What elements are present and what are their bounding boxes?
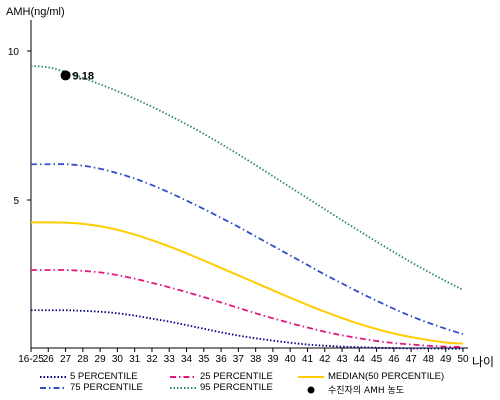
x-tick-label: 30 [112,354,124,365]
x-tick-label: 35 [198,354,210,365]
legend-label: 5 PERCENTILE [70,371,138,382]
x-tick-label: 43 [336,354,348,365]
series-line-5-percentile [31,309,464,350]
legend-item-95-percentile: 95 PERCENTILE [170,382,273,393]
x-tick-label: 34 [181,354,193,365]
x-tick-label: 38 [250,354,262,365]
series-line-25-percentile [30,269,464,348]
x-tick-label: 42 [319,354,331,365]
x-tick-label: 39 [267,354,279,365]
x-tick-label: 32 [146,354,158,365]
x-tick-label: 41 [302,354,314,365]
legend-label: MEDIAN(50 PERCENTILE) [328,371,445,382]
legend-item-median: MEDIAN(50 PERCENTILE) [298,371,444,382]
series-line-95-percentile [30,65,464,291]
patient-amh-value-label: 9.18 [73,70,94,82]
legend-item-patient-amh: 수진자의 AMH 농도 [298,383,404,396]
x-tick-label: 27 [60,354,72,365]
x-tick-label: 33 [164,354,176,365]
x-axis-label: 나이 [472,355,494,369]
legend-label: 75 PERCENTILE [70,382,143,393]
legend-item-5-percentile: 5 PERCENTILE [40,371,138,382]
x-tick-label: 44 [354,354,366,365]
patient-amh-point [60,70,71,81]
series-line-75-percentile [31,163,464,335]
x-tick-label: 28 [77,354,89,365]
x-tick-label: 29 [95,354,107,365]
legend-label: 95 PERCENTILE [200,382,273,393]
y-tick-label: 5 [13,196,19,207]
legend-label: 25 PERCENTILE [200,371,273,382]
x-tick-label: 31 [129,354,141,365]
x-tick-label: 36 [216,354,228,365]
legend-label: 수진자의 AMH 농도 [328,386,405,396]
x-tick-label: 49 [440,354,452,365]
series-line-median-50-percentile [30,221,464,345]
x-tick-label: 16-25 [18,354,44,365]
legend-item-75-percentile: 75 PERCENTILE [40,382,143,393]
chart-marker-group: 9.18 [60,70,94,82]
chart-series-group [30,65,464,350]
x-tick-label: 46 [388,354,400,365]
x-tick-label: 40 [285,354,297,365]
x-tick-label: 37 [233,354,245,365]
y-tick-label: 10 [8,47,20,58]
chart-legend: 5 PERCENTILE 25 PERCENTILE MEDIAN(50 PER… [30,371,500,399]
legend-item-25-percentile: 25 PERCENTILE [170,371,273,382]
x-tick-label: 26 [43,354,55,365]
x-tick-label: 50 [457,354,469,365]
x-tick-label: 48 [423,354,435,365]
x-tick-label: 47 [406,354,418,365]
y-axis-label: AMH(ng/ml) [6,6,65,18]
x-tick-label: 45 [371,354,383,365]
